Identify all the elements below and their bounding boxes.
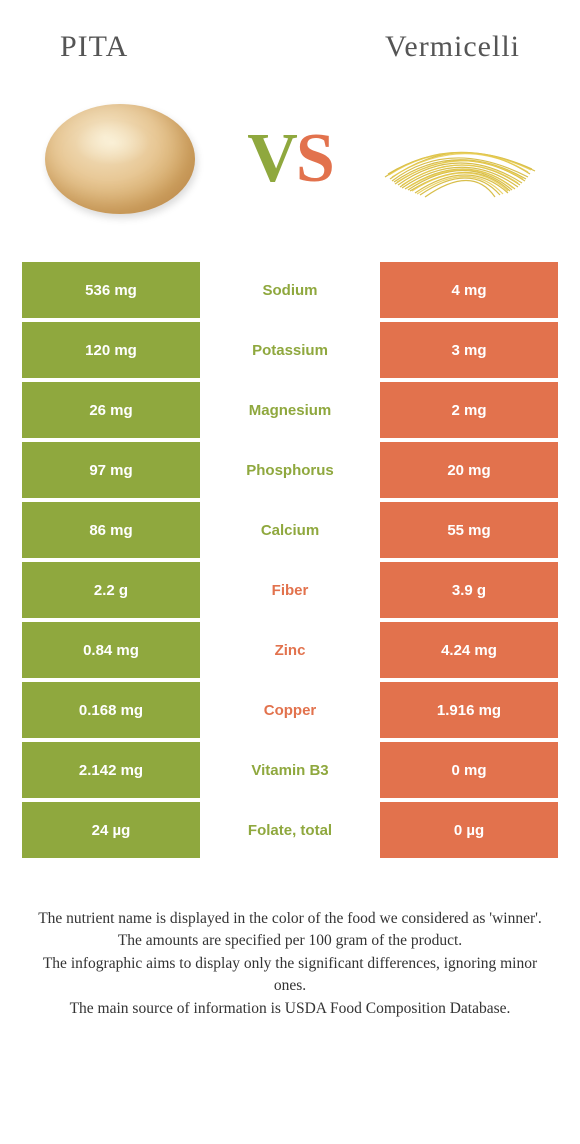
title-right: Vermicelli — [385, 30, 520, 64]
cell-left-value: 120 mg — [22, 322, 200, 378]
cell-nutrient-label: Copper — [200, 682, 380, 738]
footer-line-4: The main source of information is USDA F… — [70, 1000, 511, 1017]
cell-right-value: 55 mg — [380, 502, 558, 558]
footer-line-3: The infographic aims to display only the… — [43, 955, 537, 994]
cell-nutrient-label: Folate, total — [200, 802, 380, 858]
table-row: 86 mgCalcium55 mg — [22, 502, 558, 558]
cell-right-value: 0 µg — [380, 802, 558, 858]
cell-right-value: 3.9 g — [380, 562, 558, 618]
vs-label: VS — [247, 119, 333, 199]
cell-left-value: 86 mg — [22, 502, 200, 558]
cell-left-value: 97 mg — [22, 442, 200, 498]
cell-right-value: 0 mg — [380, 742, 558, 798]
cell-nutrient-label: Potassium — [200, 322, 380, 378]
vs-v: V — [247, 120, 296, 197]
table-row: 0.84 mgZinc4.24 mg — [22, 622, 558, 678]
cell-left-value: 26 mg — [22, 382, 200, 438]
nutrient-table: 536 mgSodium4 mg120 mgPotassium3 mg26 mg… — [22, 262, 558, 858]
vermicelli-image — [370, 94, 550, 224]
table-row: 536 mgSodium4 mg — [22, 262, 558, 318]
cell-right-value: 1.916 mg — [380, 682, 558, 738]
cell-nutrient-label: Phosphorus — [200, 442, 380, 498]
table-row: 2.142 mgVitamin B30 mg — [22, 742, 558, 798]
cell-left-value: 0.168 mg — [22, 682, 200, 738]
cell-left-value: 2.142 mg — [22, 742, 200, 798]
cell-right-value: 4.24 mg — [380, 622, 558, 678]
title-left: PITA — [60, 30, 128, 64]
cell-left-value: 24 µg — [22, 802, 200, 858]
table-row: 2.2 gFiber3.9 g — [22, 562, 558, 618]
cell-nutrient-label: Calcium — [200, 502, 380, 558]
cell-left-value: 536 mg — [22, 262, 200, 318]
table-row: 24 µgFolate, total0 µg — [22, 802, 558, 858]
cell-right-value: 3 mg — [380, 322, 558, 378]
images-row: VS — [0, 74, 580, 254]
vs-s: S — [296, 120, 333, 197]
table-row: 26 mgMagnesium2 mg — [22, 382, 558, 438]
cell-right-value: 2 mg — [380, 382, 558, 438]
footer-text: The nutrient name is displayed in the co… — [30, 908, 550, 1020]
cell-left-value: 2.2 g — [22, 562, 200, 618]
footer-line-2: The amounts are specified per 100 gram o… — [118, 932, 462, 949]
table-row: 97 mgPhosphorus20 mg — [22, 442, 558, 498]
cell-nutrient-label: Zinc — [200, 622, 380, 678]
table-row: 0.168 mgCopper1.916 mg — [22, 682, 558, 738]
footer-line-1: The nutrient name is displayed in the co… — [38, 910, 542, 927]
cell-nutrient-label: Fiber — [200, 562, 380, 618]
cell-right-value: 20 mg — [380, 442, 558, 498]
cell-right-value: 4 mg — [380, 262, 558, 318]
table-row: 120 mgPotassium3 mg — [22, 322, 558, 378]
pita-image — [30, 94, 210, 224]
cell-left-value: 0.84 mg — [22, 622, 200, 678]
cell-nutrient-label: Magnesium — [200, 382, 380, 438]
cell-nutrient-label: Sodium — [200, 262, 380, 318]
cell-nutrient-label: Vitamin B3 — [200, 742, 380, 798]
header: PITA Vermicelli — [0, 0, 580, 74]
